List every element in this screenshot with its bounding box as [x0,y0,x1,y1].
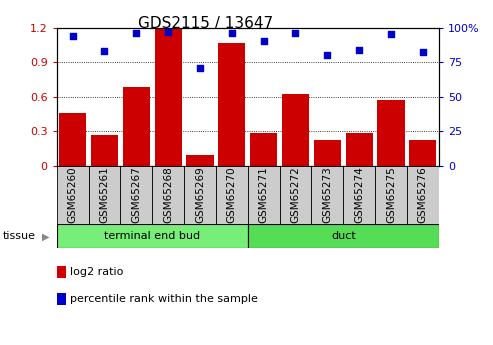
Bar [282,94,309,166]
Text: GDS2115 / 13647: GDS2115 / 13647 [138,16,273,30]
Point [69,33,76,39]
Point [132,30,140,36]
Bar [346,134,373,166]
Point [419,50,427,55]
Bar [91,135,118,166]
Bar [375,166,407,224]
Point [228,30,236,36]
Point [291,30,299,36]
Point [101,48,108,54]
Bar [155,29,181,166]
Point [355,47,363,52]
Bar [120,166,152,224]
Point [323,52,331,58]
Bar [407,166,439,224]
Point [164,29,172,34]
Text: GSM65270: GSM65270 [227,167,237,223]
Text: GSM65273: GSM65273 [322,167,332,223]
Text: GSM65267: GSM65267 [131,167,141,223]
Text: log2 ratio: log2 ratio [70,267,124,277]
Bar [343,166,375,224]
Bar [409,140,436,166]
Bar [314,140,341,166]
Text: GSM65271: GSM65271 [259,167,269,223]
Point [387,32,395,37]
Text: GSM65272: GSM65272 [290,167,301,223]
Text: terminal end bud: terminal end bud [104,231,200,241]
Point [196,65,204,70]
Bar [57,224,247,248]
Bar [312,166,343,224]
Text: GSM65276: GSM65276 [418,167,428,223]
Text: ▶: ▶ [42,231,49,241]
Bar [247,166,280,224]
Bar [152,166,184,224]
Text: duct: duct [331,231,355,241]
Bar [216,166,247,224]
Text: GSM65261: GSM65261 [100,167,109,223]
Text: GSM65274: GSM65274 [354,167,364,223]
Bar [218,42,246,166]
Text: GSM65275: GSM65275 [386,167,396,223]
Bar [280,166,312,224]
Bar [186,155,213,166]
Text: GSM65260: GSM65260 [68,167,77,223]
Text: GSM65268: GSM65268 [163,167,173,223]
Bar [378,100,405,166]
Bar [184,166,216,224]
Text: percentile rank within the sample: percentile rank within the sample [70,294,258,304]
Text: GSM65269: GSM65269 [195,167,205,223]
Bar [123,87,150,166]
Bar [89,166,120,224]
Bar [247,224,439,248]
Text: tissue: tissue [2,231,35,241]
Point [260,39,268,44]
Bar [57,166,89,224]
Bar [250,134,277,166]
Bar [59,113,86,166]
